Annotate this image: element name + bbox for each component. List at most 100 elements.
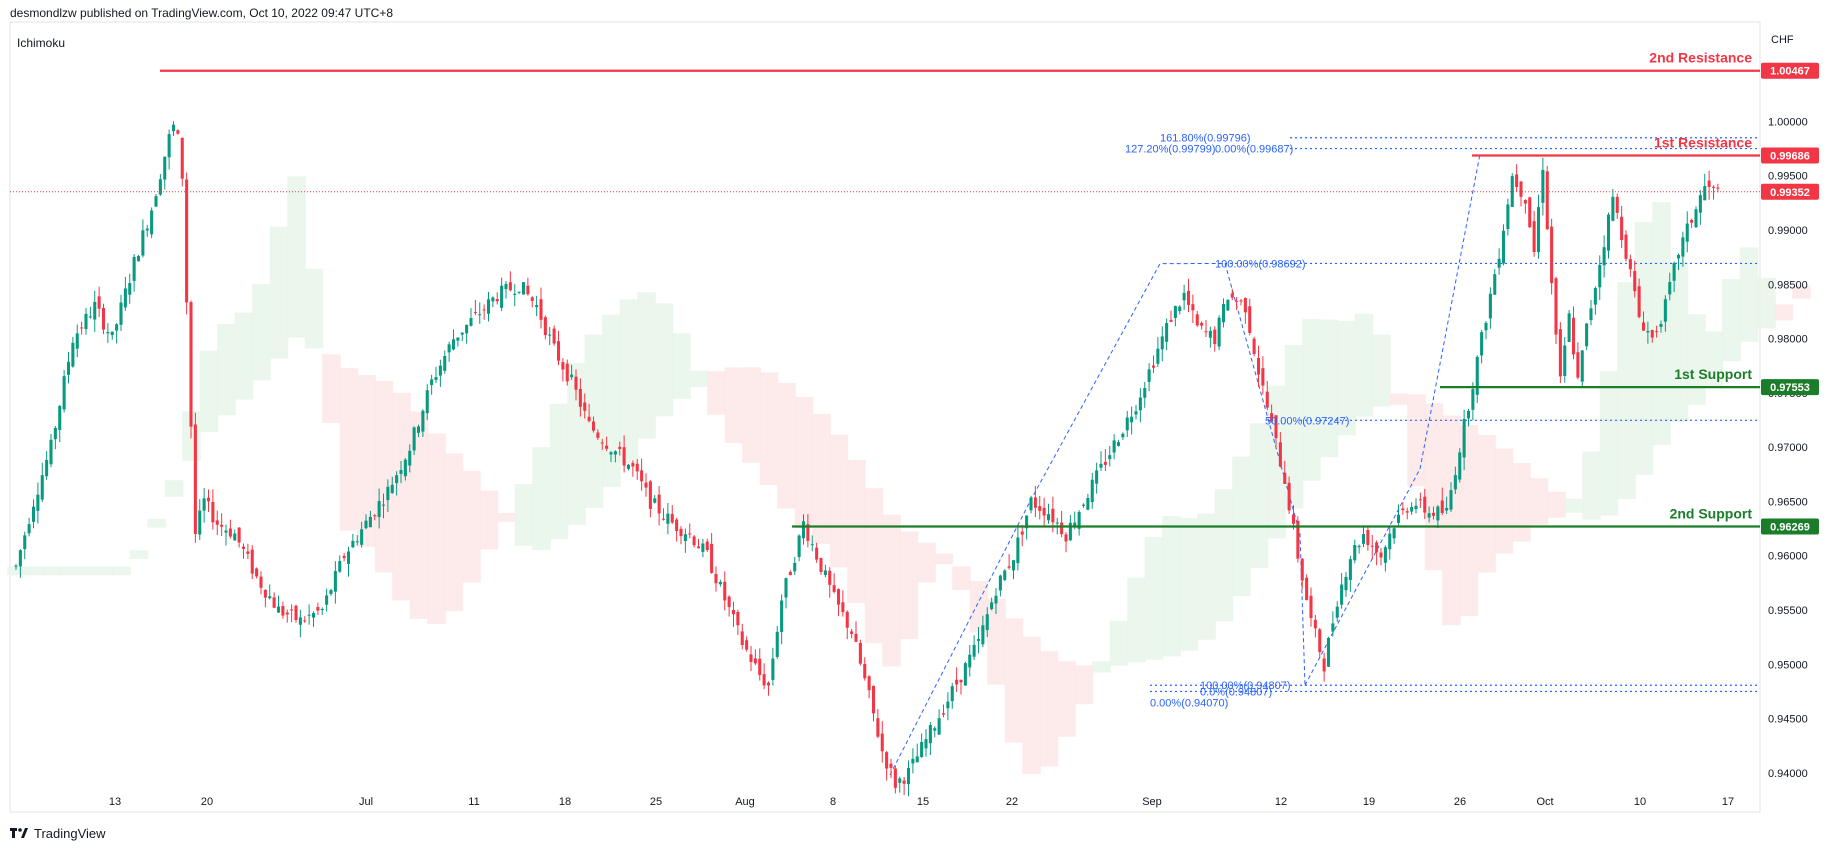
cloud-segment (1617, 282, 1636, 499)
cloud-segment (217, 323, 236, 416)
candle-body (1576, 352, 1580, 378)
candle-body (1248, 306, 1252, 333)
chart-frame (9, 21, 1761, 813)
candle-body (543, 317, 547, 336)
candle-body (701, 543, 705, 552)
candle-body (1003, 570, 1007, 581)
cloud-segment (882, 514, 901, 667)
cloud-segment (497, 513, 516, 522)
candle-body (898, 778, 902, 783)
candle-body (1676, 254, 1681, 259)
candle-body (1672, 263, 1676, 281)
candle-body (797, 535, 801, 558)
cloud-segment (672, 333, 691, 399)
cloud-segment (1459, 424, 1479, 616)
fib-trend-line (1224, 263, 1306, 686)
candle-body (1165, 323, 1169, 342)
candle-body (556, 341, 561, 361)
price-badges: 1.00467 0.99686 0.97553 0.96269 0.99352 (1761, 62, 1819, 535)
price-badge-label: 0.96269 (1770, 522, 1810, 534)
candle-body (136, 256, 141, 262)
candle-body (31, 506, 36, 522)
candle-body (1497, 258, 1501, 268)
candle-body (1156, 348, 1160, 364)
y-tick-label: 0.94500 (1768, 714, 1808, 726)
candle-body (1287, 482, 1291, 511)
candle-body (1033, 497, 1037, 508)
cloud-segment (917, 542, 936, 583)
candle-body (1064, 534, 1068, 542)
x-tick-label: 25 (650, 796, 662, 808)
candle-body (1506, 204, 1510, 230)
cloud-segment (1144, 536, 1164, 660)
candle-body (333, 571, 337, 592)
candle-body (176, 130, 180, 134)
candle-body (836, 589, 841, 605)
candle-body (1270, 413, 1274, 422)
currency-label: CHF (1771, 34, 1794, 46)
candle-body (1046, 514, 1051, 521)
candle-body (1436, 506, 1440, 521)
candle-body (1650, 329, 1654, 338)
y-tick-label: 0.95500 (1768, 605, 1808, 617)
candle-body (902, 780, 906, 784)
candle-body (1221, 304, 1226, 323)
candle-body (1620, 216, 1624, 241)
candle-body (880, 733, 884, 752)
cloud-segment (1109, 620, 1129, 666)
candle-body (1348, 559, 1352, 581)
candle-body (1707, 180, 1711, 187)
candle-body (793, 562, 797, 572)
candle-body (1602, 247, 1606, 266)
indicator-label[interactable]: Ichimoku (17, 36, 66, 50)
candle-body (762, 674, 766, 686)
candle-body (1423, 496, 1427, 513)
candle-body (1690, 219, 1694, 223)
candle-body (928, 725, 932, 744)
candle-body (906, 767, 911, 785)
cloud-segment (777, 382, 796, 509)
candle-body (1493, 274, 1497, 295)
candle-body (290, 609, 294, 611)
candle-body (1716, 187, 1720, 189)
candle-body (657, 494, 661, 514)
candle-body (1029, 497, 1033, 511)
candle-body (1445, 507, 1449, 511)
candle-body (1011, 560, 1016, 571)
candle-body (18, 550, 22, 567)
candle-body (1112, 440, 1116, 453)
candle-body (40, 475, 44, 500)
cloud-segment (1127, 577, 1146, 663)
candle-body (1086, 497, 1090, 510)
candle-body (850, 631, 854, 634)
candle-body (1370, 545, 1374, 547)
candle-body (171, 124, 176, 132)
cloud-segment (952, 566, 971, 590)
candle-body (832, 585, 836, 592)
candle-body (381, 504, 386, 506)
candle-body (1471, 389, 1475, 410)
candle-body (1016, 537, 1020, 564)
candle-body (1519, 181, 1523, 197)
candle-body (1563, 345, 1567, 376)
candle-body (1208, 330, 1212, 338)
cloud-segment (1424, 403, 1444, 571)
cloud-segment (427, 433, 446, 625)
candle-body (1414, 505, 1418, 510)
candle-body (119, 302, 123, 325)
candle-body (841, 602, 845, 613)
cloud-segment (1582, 451, 1601, 520)
candle-body (1195, 314, 1199, 326)
candle-body (885, 752, 889, 769)
candle-body (373, 515, 377, 517)
candle-body (1541, 169, 1545, 203)
cloud-segment (1529, 478, 1549, 525)
candle-body (692, 536, 696, 546)
candle-body (163, 156, 167, 180)
candle-body (360, 529, 364, 545)
price-badge (1761, 62, 1819, 79)
candle-body (150, 210, 154, 235)
tradingview-footer[interactable]: TradingView (10, 826, 106, 841)
candle-body (976, 638, 981, 641)
